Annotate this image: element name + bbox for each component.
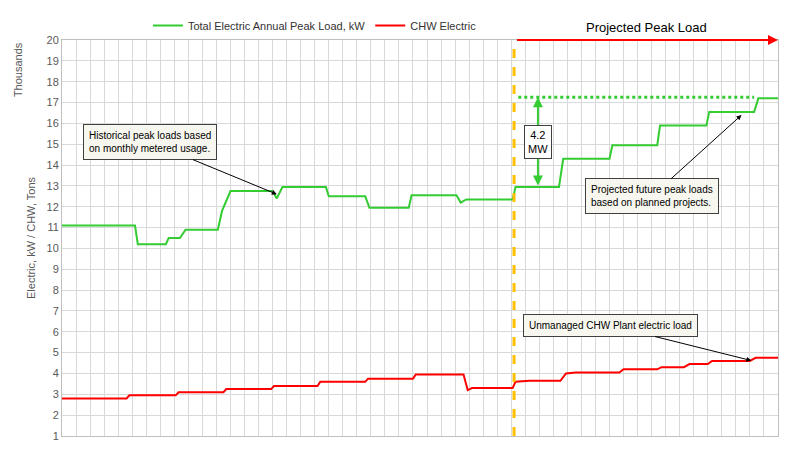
svg-text:9: 9	[53, 263, 59, 275]
svg-text:19: 19	[47, 55, 59, 67]
svg-text:3: 3	[53, 388, 59, 400]
svg-text:16: 16	[47, 117, 59, 129]
svg-text:5: 5	[53, 346, 59, 358]
svg-text:14: 14	[47, 159, 59, 171]
svg-text:20: 20	[47, 34, 59, 46]
svg-text:Unmanaged CHW Plant electric l: Unmanaged CHW Plant electric load	[529, 320, 692, 331]
svg-text:13: 13	[47, 180, 59, 192]
svg-text:Thousands: Thousands	[12, 42, 24, 97]
svg-text:18: 18	[47, 76, 59, 88]
svg-text:4: 4	[53, 367, 59, 379]
svg-text:2: 2	[53, 409, 59, 421]
svg-text:1: 1	[53, 430, 59, 442]
svg-text:Projected Peak Load: Projected Peak Load	[586, 20, 707, 35]
svg-text:17: 17	[47, 96, 59, 108]
svg-text:8: 8	[53, 284, 59, 296]
svg-text:12: 12	[47, 201, 59, 213]
svg-text:4.2MW: 4.2MW	[528, 129, 548, 155]
svg-text:6: 6	[53, 326, 59, 338]
svg-text:Historical peak loads basedon: Historical peak loads basedon monthly me…	[89, 130, 211, 154]
svg-text:10: 10	[47, 242, 59, 254]
svg-text:Electric, kW / CHW, Tons: Electric, kW / CHW, Tons	[25, 176, 37, 299]
svg-text:CHW Electric: CHW Electric	[410, 20, 476, 32]
svg-text:Projected future peak loadsbas: Projected future peak loadsbased on plan…	[591, 184, 713, 208]
svg-text:Total Electric Annual Peak Loa: Total Electric Annual Peak Load, kW	[188, 20, 365, 32]
svg-text:7: 7	[53, 305, 59, 317]
svg-text:11: 11	[47, 221, 58, 233]
svg-text:15: 15	[47, 138, 59, 150]
